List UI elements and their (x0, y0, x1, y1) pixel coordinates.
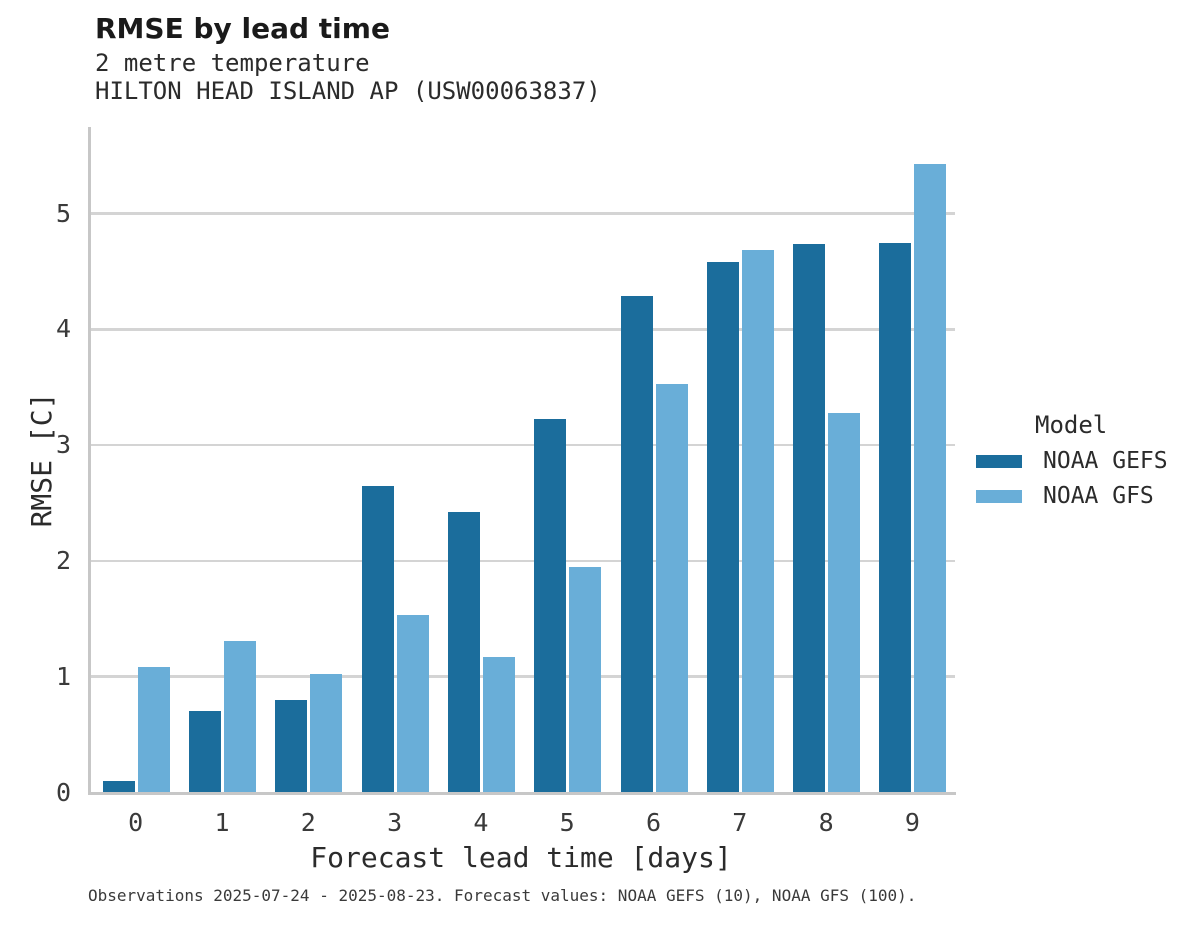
bar-noaa-gfs-lead-1 (224, 640, 256, 794)
bar-noaa-gfs-lead-3 (396, 615, 429, 794)
gridline-y3 (90, 443, 955, 447)
x-axis-spine (88, 792, 956, 795)
y-tick-label-2: 2 (55, 545, 71, 575)
bar-noaa-gfs-lead-0 (137, 667, 170, 794)
chart-subtitle-variable: 2 metre temperature (95, 49, 370, 77)
bar-noaa-gfs-lead-9 (914, 163, 947, 794)
y-tick-label-0: 0 (55, 777, 71, 807)
bar-noaa-gefs-lead-8 (793, 243, 826, 794)
bar-noaa-gefs-lead-0 (102, 780, 135, 794)
gridline-y1 (90, 675, 955, 678)
bar-noaa-gefs-lead-3 (361, 485, 394, 794)
y-tick-label-5: 5 (55, 198, 71, 228)
y-tick-label-3: 3 (55, 430, 71, 460)
x-tick-label-2: 2 (300, 808, 316, 837)
gridline-y4 (90, 328, 955, 331)
legend-label-noaa-gfs: NOAA GFS (1043, 483, 1154, 509)
y-tick-label-4: 4 (55, 314, 71, 344)
bar-noaa-gefs-lead-4 (447, 512, 480, 794)
x-tick-label-4: 4 (473, 808, 489, 837)
x-tick-label-9: 9 (904, 808, 920, 837)
x-tick-label-8: 8 (818, 808, 834, 837)
x-tick-label-5: 5 (559, 808, 575, 837)
legend-swatch-noaa-gfs (976, 490, 1022, 503)
bar-noaa-gefs-lead-5 (534, 418, 567, 794)
bar-noaa-gefs-lead-9 (879, 242, 912, 794)
x-tick-label-6: 6 (645, 808, 662, 837)
x-axis-label: Forecast lead time [days] (310, 841, 732, 874)
bar-noaa-gefs-lead-2 (275, 699, 308, 794)
legend-title: Model (1035, 411, 1108, 439)
bar-noaa-gfs-lead-5 (569, 566, 602, 794)
bar-noaa-gfs-lead-7 (741, 249, 774, 794)
chart-title: RMSE by lead time (95, 12, 390, 45)
legend-swatch-noaa-gefs (976, 455, 1022, 468)
footer-caption: Observations 2025-07-24 - 2025-08-23. Fo… (88, 886, 917, 905)
x-tick-label-3: 3 (387, 808, 403, 837)
bar-noaa-gefs-lead-7 (706, 262, 739, 794)
y-axis-spine (88, 127, 91, 795)
legend-label-noaa-gefs: NOAA GEFS (1043, 448, 1168, 474)
bar-noaa-gefs-lead-6 (620, 295, 653, 794)
gridline-y2 (90, 559, 955, 563)
x-tick-label-7: 7 (732, 808, 748, 837)
gridline-y5 (90, 212, 955, 215)
x-tick-label-0: 0 (128, 808, 144, 837)
bar-noaa-gfs-lead-4 (482, 657, 515, 794)
y-tick-label-1: 1 (55, 661, 71, 691)
bar-noaa-gfs-lead-8 (828, 412, 861, 794)
bar-noaa-gefs-lead-1 (189, 711, 221, 794)
bar-noaa-gfs-lead-2 (310, 674, 343, 794)
bar-noaa-gfs-lead-6 (655, 383, 688, 794)
chart-subtitle-station: HILTON HEAD ISLAND AP (USW00063837) (95, 77, 601, 105)
x-tick-label-1: 1 (214, 808, 230, 837)
